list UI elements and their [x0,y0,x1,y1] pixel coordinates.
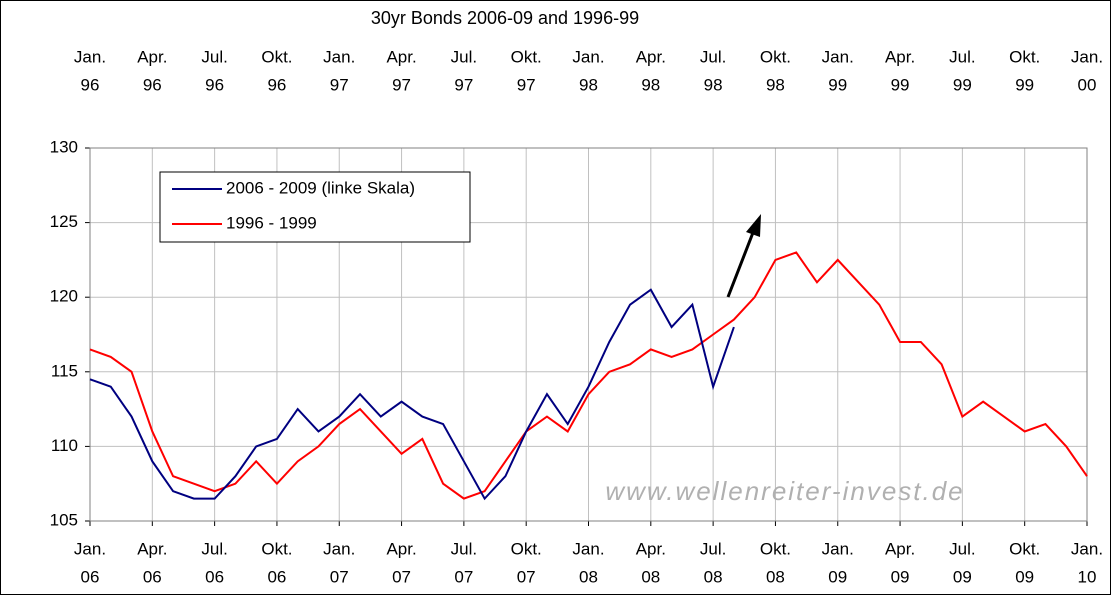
x-tick-label: 07 [517,567,536,586]
x2-tick-label: Jul. [700,47,726,66]
y-tick-label: 105 [50,510,78,529]
x2-tick-label: Jul. [201,47,227,66]
x-tick-label: 07 [392,567,411,586]
x2-tick-label: 98 [704,75,723,94]
x-tick-label: Apr. [386,539,416,558]
x2-tick-label: Apr. [885,47,915,66]
x-tick-label: 07 [330,567,349,586]
x-tick-label: 06 [267,567,286,586]
x-tick-label: Jan. [323,539,355,558]
x2-tick-label: 96 [205,75,224,94]
x2-tick-label: Jan. [74,47,106,66]
x-tick-label: Jan. [1071,539,1103,558]
y-tick-label: 125 [50,212,78,231]
x-tick-label: Okt. [760,539,791,558]
x2-tick-label: 99 [1015,75,1034,94]
plot-border [89,147,1088,522]
x2-tick-label: 97 [517,75,536,94]
x-tick-label: 09 [891,567,910,586]
x-tick-label: Jan. [822,539,854,558]
x2-tick-label: Apr. [137,47,167,66]
x2-tick-label: 98 [766,75,785,94]
x-tick-label: Jan. [74,539,106,558]
x-tick-label: 08 [704,567,723,586]
x-tick-label: Jan. [572,539,604,558]
x2-tick-label: Jul. [451,47,477,66]
x2-tick-label: 96 [81,75,100,94]
x-tick-label: Okt. [261,539,292,558]
x-tick-label: Okt. [511,539,542,558]
legend-box [159,171,471,243]
y-tick-label: 115 [51,361,78,380]
x-tick-label: Jul. [451,539,477,558]
x-tick-label: Jul. [201,539,227,558]
x2-tick-label: Jan. [572,47,604,66]
x2-tick-label: Jan. [323,47,355,66]
x-tick-label: 09 [828,567,847,586]
x2-tick-label: 99 [891,75,910,94]
x-tick-label: Apr. [885,539,915,558]
x-tick-label: 09 [953,567,972,586]
x-tick-label: Jul. [700,539,726,558]
x2-tick-label: 98 [641,75,660,94]
x-tick-label: 06 [205,567,224,586]
x2-tick-label: 96 [267,75,286,94]
x-tick-label: 08 [641,567,660,586]
x-tick-label: 08 [766,567,785,586]
x-tick-label: Jul. [949,539,975,558]
x-tick-label: 08 [579,567,598,586]
x2-tick-label: Jan. [822,47,854,66]
x2-tick-label: 96 [143,75,162,94]
y-tick-label: 110 [51,436,78,455]
x-tick-label: Apr. [636,539,666,558]
y-tick-label: 130 [50,137,78,156]
x-tick-label: Apr. [137,539,167,558]
x2-tick-label: Okt. [511,47,542,66]
x2-tick-label: 99 [828,75,847,94]
x2-tick-label: Apr. [386,47,416,66]
legend-label: 2006 - 2009 (linke Skala) [226,178,415,197]
x2-tick-label: Apr. [636,47,666,66]
x-tick-label: 06 [143,567,162,586]
chart-title: 30yr Bonds 2006-09 and 1996-99 [371,8,639,28]
x2-tick-label: Jul. [949,47,975,66]
x2-tick-label: 98 [579,75,598,94]
x-tick-label: 10 [1078,567,1097,586]
x2-tick-label: Okt. [261,47,292,66]
series-line [89,288,735,501]
x-tick-label: 07 [454,567,473,586]
x-tick-label: 06 [81,567,100,586]
annotation-arrow [726,214,761,298]
x-tick-label: Okt. [1009,539,1040,558]
series-line [89,251,1088,500]
x2-tick-label: Jan. [1071,47,1103,66]
x2-tick-label: Okt. [760,47,791,66]
watermark: www.wellenreiter-invest.de [605,476,964,506]
y-tick-label: 120 [50,287,78,306]
x-tick-label: 09 [1015,567,1034,586]
x2-tick-label: 97 [454,75,473,94]
x2-tick-label: 97 [330,75,349,94]
x2-tick-label: 99 [953,75,972,94]
x2-tick-label: Okt. [1009,47,1040,66]
x2-tick-label: 00 [1078,75,1097,94]
x2-tick-label: 97 [392,75,411,94]
legend-label: 1996 - 1999 [226,213,317,232]
